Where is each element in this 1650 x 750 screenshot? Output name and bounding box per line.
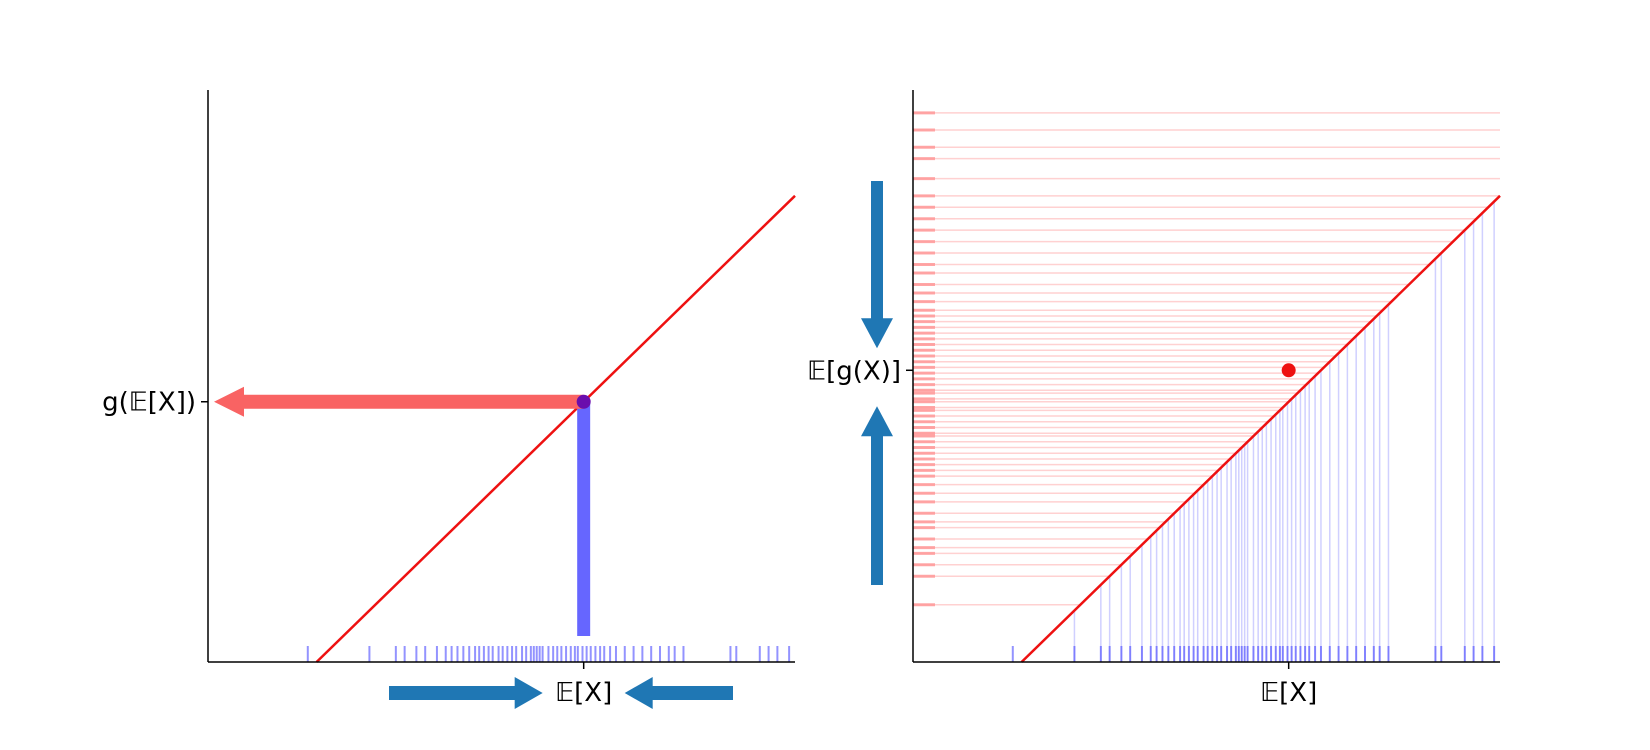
right-sample-rug — [1011, 646, 1496, 662]
right-horizontal-sample-lines — [913, 112, 1500, 606]
left-x-tick-label: 𝔼[X] — [555, 678, 612, 708]
converge-arrow-right-icon — [389, 677, 543, 709]
right-y-rug — [913, 111, 935, 607]
right-y-tick-label: 𝔼[g(X)] — [807, 356, 901, 386]
left-function-line — [315, 194, 796, 663]
left-horizontal-arrow — [214, 386, 584, 417]
right-vertical-sample-lines — [1073, 201, 1495, 662]
left-sample-rug — [306, 646, 791, 662]
left-y-tick-label: g(𝔼[X]) — [102, 388, 196, 418]
right-mean-point — [1281, 363, 1296, 378]
right-x-tick-label: 𝔼[X] — [1260, 678, 1317, 708]
converge-arrow-left-icon — [624, 677, 733, 709]
right-function-line — [1020, 194, 1501, 663]
converge-arrow-down-icon — [861, 181, 893, 349]
converge-arrow-up-icon — [861, 406, 893, 585]
left-panel: 𝔼[X] g(𝔼[X]) — [102, 90, 796, 709]
left-mean-point — [576, 394, 591, 409]
right-panel: 𝔼[X] 𝔼[g(X)] — [807, 90, 1501, 708]
